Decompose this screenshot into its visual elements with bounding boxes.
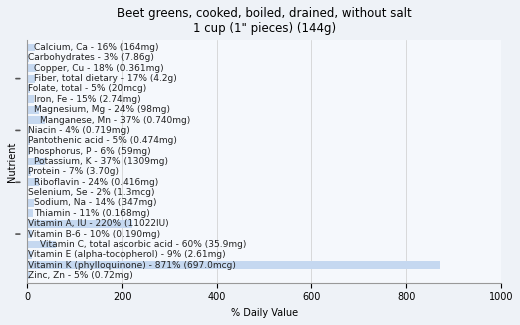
Text: Manganese, Mn - 37% (0.740mg): Manganese, Mn - 37% (0.740mg) — [40, 116, 190, 124]
X-axis label: % Daily Value: % Daily Value — [230, 308, 297, 318]
Bar — [28, 209, 33, 217]
Bar — [28, 147, 30, 155]
Text: Pantothenic acid - 5% (0.474mg): Pantothenic acid - 5% (0.474mg) — [28, 136, 177, 145]
Text: Selenium, Se - 2% (1.3mcg): Selenium, Se - 2% (1.3mcg) — [28, 188, 155, 197]
Text: Folate, total - 5% (20mcg): Folate, total - 5% (20mcg) — [28, 84, 147, 94]
Bar — [28, 75, 35, 83]
Bar — [28, 261, 440, 269]
Text: Riboflavin - 24% (0.416mg): Riboflavin - 24% (0.416mg) — [34, 178, 158, 187]
Text: Potassium, K - 37% (1309mg): Potassium, K - 37% (1309mg) — [34, 157, 168, 166]
Text: Magnesium, Mg - 24% (98mg): Magnesium, Mg - 24% (98mg) — [34, 105, 170, 114]
Bar — [28, 240, 56, 248]
Bar — [28, 168, 31, 176]
Text: Copper, Cu - 18% (0.361mg): Copper, Cu - 18% (0.361mg) — [34, 64, 164, 73]
Bar — [28, 199, 34, 207]
Y-axis label: Nutrient: Nutrient — [7, 141, 17, 182]
Text: Vitamin E (alpha-tocopherol) - 9% (2.61mg): Vitamin E (alpha-tocopherol) - 9% (2.61m… — [28, 250, 226, 259]
Text: Thiamin - 11% (0.168mg): Thiamin - 11% (0.168mg) — [34, 209, 150, 218]
Text: Vitamin A, IU - 220% (11022IU): Vitamin A, IU - 220% (11022IU) — [28, 219, 169, 228]
Bar — [28, 116, 45, 124]
Text: Vitamin B-6 - 10% (0.190mg): Vitamin B-6 - 10% (0.190mg) — [28, 229, 161, 239]
Text: Sodium, Na - 14% (347mg): Sodium, Na - 14% (347mg) — [34, 199, 157, 207]
Text: Protein - 7% (3.70g): Protein - 7% (3.70g) — [28, 167, 119, 176]
Bar — [28, 272, 30, 280]
Text: Vitamin K (phylloquinone) - 871% (697.0mcg): Vitamin K (phylloquinone) - 871% (697.0m… — [28, 261, 236, 270]
Title: Beet greens, cooked, boiled, drained, without salt
1 cup (1" pieces) (144g): Beet greens, cooked, boiled, drained, wi… — [116, 7, 411, 35]
Bar — [28, 178, 38, 186]
Bar — [28, 44, 35, 51]
Bar — [28, 251, 32, 259]
Text: Calcium, Ca - 16% (164mg): Calcium, Ca - 16% (164mg) — [34, 43, 159, 52]
Bar — [28, 54, 29, 62]
Text: Vitamin C, total ascorbic acid - 60% (35.9mg): Vitamin C, total ascorbic acid - 60% (35… — [40, 240, 246, 249]
Bar — [28, 126, 29, 134]
Bar — [28, 137, 30, 145]
Text: Zinc, Zn - 5% (0.72mg): Zinc, Zn - 5% (0.72mg) — [28, 271, 133, 280]
Text: Niacin - 4% (0.719mg): Niacin - 4% (0.719mg) — [28, 126, 130, 135]
Text: Iron, Fe - 15% (2.74mg): Iron, Fe - 15% (2.74mg) — [34, 95, 140, 104]
Text: Carbohydrates - 3% (7.86g): Carbohydrates - 3% (7.86g) — [28, 53, 154, 62]
Text: Fiber, total dietary - 17% (4.2g): Fiber, total dietary - 17% (4.2g) — [34, 74, 177, 83]
Bar — [28, 106, 38, 114]
Bar — [28, 96, 34, 103]
Bar — [28, 158, 45, 165]
Text: Phosphorus, P - 6% (59mg): Phosphorus, P - 6% (59mg) — [28, 147, 151, 156]
Bar — [28, 85, 30, 93]
Bar — [28, 220, 132, 228]
Bar — [28, 64, 36, 72]
Bar — [28, 230, 32, 238]
